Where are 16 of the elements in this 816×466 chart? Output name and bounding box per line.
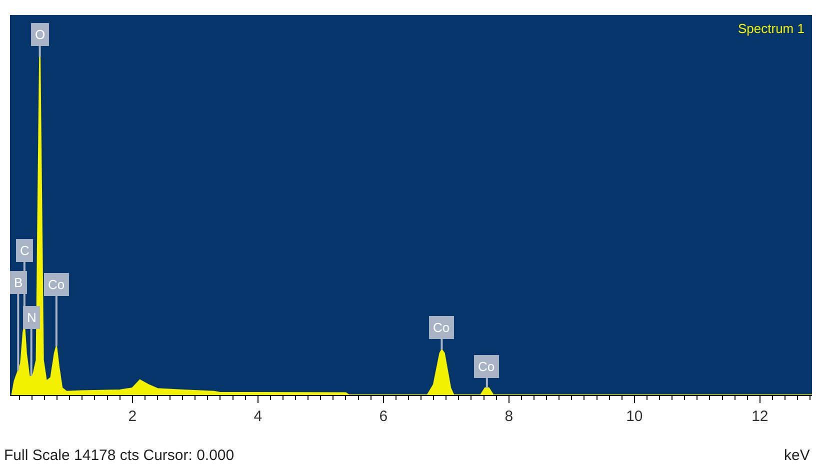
annotation: O bbox=[35, 27, 46, 42]
annotation: B bbox=[14, 275, 23, 290]
annotation: Co bbox=[433, 320, 450, 335]
annotation: Co bbox=[48, 277, 65, 292]
x-tick-label: 6 bbox=[379, 408, 388, 425]
x-tick-label: 10 bbox=[626, 408, 643, 425]
text: Spectrum 1 bbox=[738, 21, 804, 36]
text: Full Scale 14178 cts Cursor: 0.000 bbox=[4, 447, 234, 464]
annotation: N bbox=[27, 310, 36, 325]
x-tick-label: 8 bbox=[504, 408, 514, 425]
x-tick-label: 2 bbox=[128, 408, 137, 425]
annotation: Co bbox=[478, 359, 495, 374]
x-tick-label: 4 bbox=[254, 408, 262, 425]
x-axis-title: keV bbox=[784, 447, 810, 464]
x-tick-label: 12 bbox=[752, 408, 768, 425]
annotation: C bbox=[20, 243, 30, 258]
